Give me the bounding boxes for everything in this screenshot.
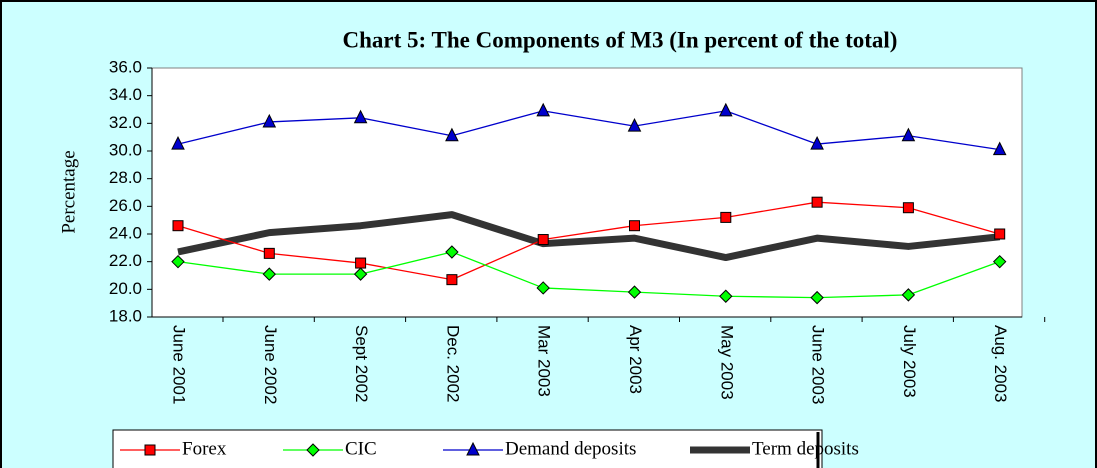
x-tick-label: June 2001	[170, 325, 189, 404]
marker	[901, 288, 916, 302]
chart-title: Chart 5: The Components of M3 (In percen…	[343, 27, 898, 52]
marker	[171, 254, 185, 269]
x-tick-label: Sept 2002	[352, 325, 371, 403]
marker	[353, 109, 368, 124]
marker	[353, 267, 368, 281]
y-tick-label: 24.0	[109, 223, 142, 242]
y-tick-label: 18.0	[109, 306, 142, 325]
x-tick-label: July 2003	[900, 325, 919, 398]
marker	[992, 254, 1007, 269]
marker	[629, 220, 640, 232]
x-tick-label: Dec. 2002	[443, 325, 462, 403]
y-tick-label: 30.0	[109, 140, 142, 159]
x-tick-label: Aug. 2003	[991, 325, 1010, 403]
x-tick-label: Apr 2003	[626, 325, 645, 394]
marker	[446, 274, 458, 286]
marker	[445, 127, 459, 142]
marker	[263, 247, 275, 259]
x-tick-label: June 2002	[261, 325, 280, 404]
legend-label: Forex	[182, 438, 227, 459]
marker	[537, 234, 549, 246]
marker	[144, 444, 156, 456]
x-tick-label: Mar 2003	[535, 325, 554, 397]
marker	[172, 220, 184, 232]
marker	[718, 102, 733, 117]
series-line	[177, 110, 1000, 151]
marker	[902, 202, 914, 214]
marker	[810, 135, 824, 150]
series-line	[177, 211, 1001, 262]
y-axis-label: Percentage	[58, 150, 79, 233]
marker	[720, 211, 732, 223]
series-line	[177, 251, 1000, 299]
legend-label: Term deposits	[752, 438, 859, 459]
marker	[306, 443, 320, 457]
x-tick-label: May 2003	[717, 325, 736, 400]
marker	[262, 113, 277, 128]
legend-label: CIC	[345, 438, 377, 459]
plot-area	[151, 67, 1023, 318]
y-tick-label: 36.0	[109, 57, 142, 76]
y-tick-label: 28.0	[109, 168, 142, 187]
y-tick-label: 32.0	[109, 113, 142, 132]
x-tick-label: June 2003	[809, 325, 828, 404]
marker	[536, 102, 551, 117]
marker	[355, 257, 367, 269]
marker	[901, 127, 916, 142]
marker	[466, 441, 480, 456]
y-tick-label: 22.0	[109, 251, 142, 270]
y-tick-label: 20.0	[109, 279, 142, 298]
marker	[994, 228, 1006, 240]
y-tick-label: 34.0	[109, 85, 142, 104]
marker	[811, 196, 823, 208]
legend-label: Demand deposits	[505, 438, 636, 459]
y-tick-label: 26.0	[109, 196, 142, 215]
marker	[445, 245, 459, 259]
marker	[810, 290, 824, 305]
marker	[992, 141, 1007, 156]
marker	[627, 285, 642, 299]
marker	[262, 267, 277, 281]
marker	[536, 281, 550, 295]
series-line	[177, 201, 1000, 281]
marker	[171, 135, 185, 150]
marker	[719, 289, 733, 303]
marker	[627, 117, 642, 132]
